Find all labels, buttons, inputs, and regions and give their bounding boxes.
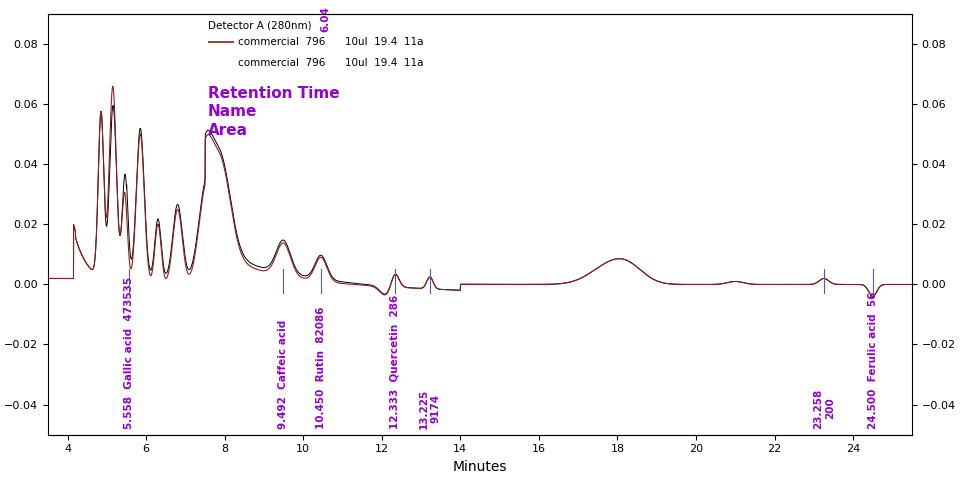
Text: 6.04: 6.04 — [320, 6, 330, 33]
Text: Retention Time
Name
Area: Retention Time Name Area — [208, 86, 340, 138]
Text: 23.258
200: 23.258 200 — [813, 388, 835, 429]
Text: 10.450  Rutin  82086: 10.450 Rutin 82086 — [316, 306, 326, 429]
Text: commercial  796      10ul  19.4  11a: commercial 796 10ul 19.4 11a — [238, 58, 423, 68]
Text: Detector A (280nm): Detector A (280nm) — [208, 21, 311, 31]
Text: 12.333  Quercetin  286: 12.333 Quercetin 286 — [390, 294, 400, 429]
Text: 13.225
9174: 13.225 9174 — [420, 388, 441, 429]
Text: 24.500  Ferulic acid  56: 24.500 Ferulic acid 56 — [868, 291, 877, 429]
Text: commercial  796      10ul  19.4  11a: commercial 796 10ul 19.4 11a — [238, 37, 423, 47]
Text: 5.558  Gallic acid  473535: 5.558 Gallic acid 473535 — [124, 276, 133, 429]
X-axis label: Minutes: Minutes — [453, 460, 507, 474]
Text: 9.492  Caffeic acid: 9.492 Caffeic acid — [278, 319, 288, 429]
